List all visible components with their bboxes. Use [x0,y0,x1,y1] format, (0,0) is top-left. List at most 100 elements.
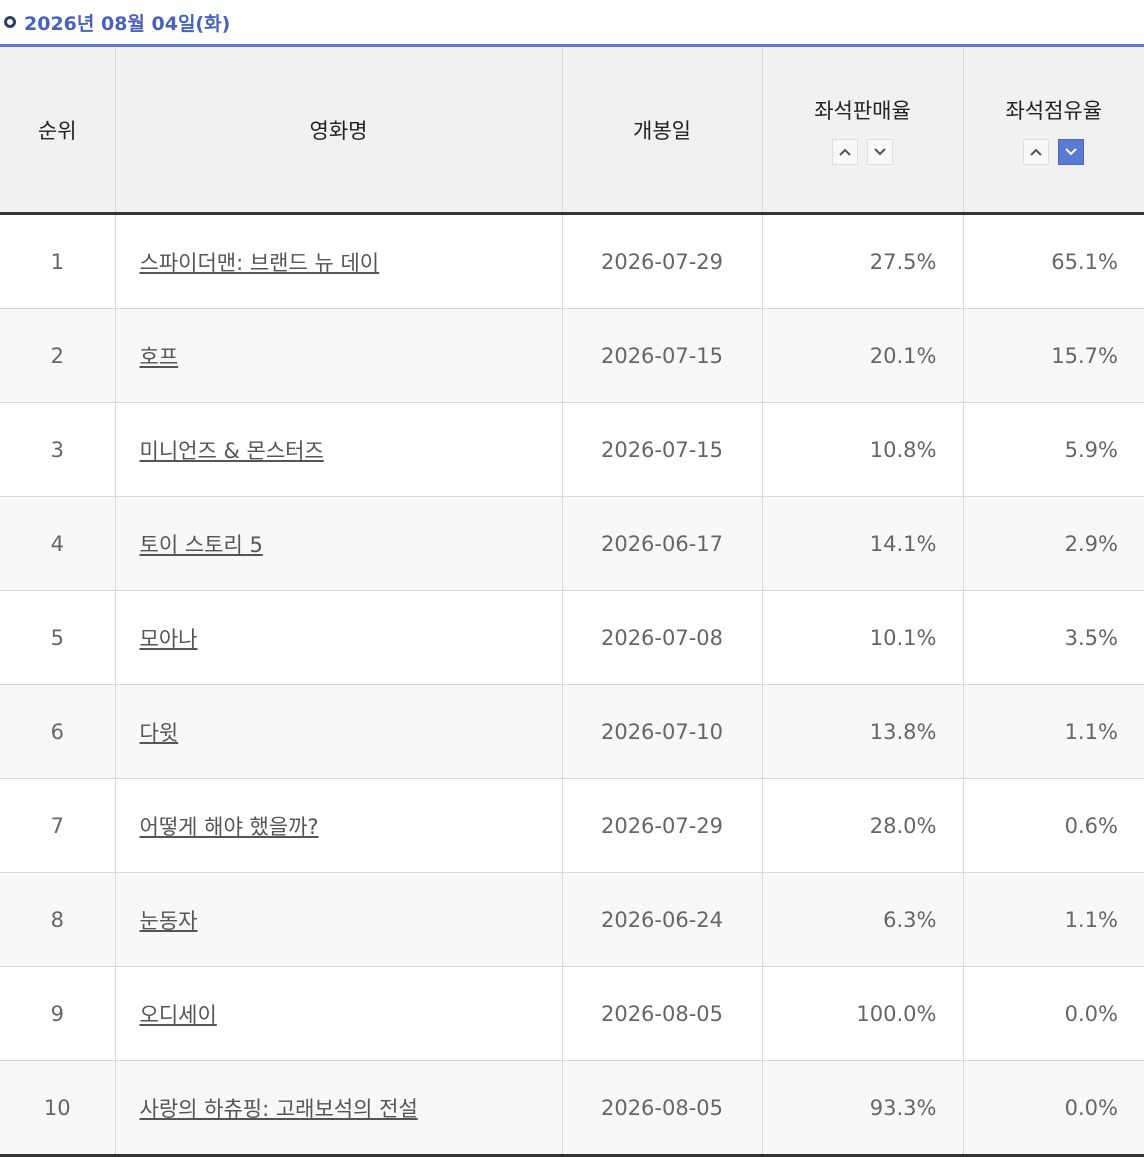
seat-share-rate: 0.6% [1064,813,1118,838]
cell: 미니언즈 & 몬스터즈 [114,402,562,497]
table-row: 1 스파이더맨: 브랜드 뉴 데이 2026-07-29 27.5% 65.1% [0,213,1144,309]
column-header: 좌석점유율 [962,45,1144,215]
cell: 1 [0,213,115,309]
cell: 8 [0,872,115,967]
movie-link[interactable]: 어떻게 해야 했을까? [139,814,319,839]
cell: 3 [0,402,115,497]
movie-link[interactable]: 눈동자 [139,908,198,933]
table-row: 2 호프 2026-07-15 20.1% 15.7% [0,308,1144,403]
release-date: 2026-07-08 [600,625,724,650]
column-header: 영화명 [114,45,562,215]
movie-link[interactable]: 토이 스토리 5 [139,532,263,557]
seat-sales-rate: 100.0% [856,1001,937,1026]
cell: 2026-07-15 [561,402,762,497]
rank: 2 [50,343,64,368]
cell: 2.9% [962,496,1144,591]
cell: 오디세이 [114,966,562,1061]
release-date: 2026-08-05 [600,1095,724,1120]
seat-share-rate: 1.1% [1064,907,1118,932]
column-header: 순위 [0,45,115,215]
cell: 100.0% [761,966,963,1061]
cell: 2026-06-17 [561,496,762,591]
release-date: 2026-07-10 [600,719,724,744]
movie-link[interactable]: 미니언즈 & 몬스터즈 [139,438,324,463]
seat-sales-rate: 14.1% [869,531,937,556]
cell: 27.5% [761,213,963,309]
cell: 어떻게 해야 했을까? [114,778,562,873]
seat-share-rate: 65.1% [1051,249,1118,274]
sort-asc[interactable] [1023,138,1050,165]
seat-sales-rate: 93.3% [869,1095,937,1120]
header-text: 순위 [37,118,77,143]
cell: 3.5% [962,590,1144,685]
seat-share-rate: 1.1% [1064,719,1118,744]
movie-link[interactable]: 스파이더맨: 브랜드 뉴 데이 [139,250,380,275]
cell: 2026-08-05 [561,1060,762,1156]
sort-buttons [764,138,962,165]
cell: 토이 스토리 5 [114,496,562,591]
movie-link[interactable]: 오디세이 [139,1002,217,1027]
movie-link[interactable]: 모아나 [139,626,198,651]
table-row: 6 다윗 2026-07-10 13.8% 1.1% [0,684,1144,779]
header-text: 좌석판매율 [814,98,911,123]
table-row: 10 사랑의 하츄핑: 고래보석의 전설 2026-08-05 93.3% 0.0% [0,1060,1144,1156]
table-row: 4 토이 스토리 5 2026-06-17 14.1% 2.9% [0,496,1144,591]
rank: 6 [50,719,64,744]
sort-desc[interactable] [867,138,893,165]
arrow-down [874,147,886,155]
seat-sales-rate: 27.5% [869,249,937,274]
cell: 눈동자 [114,872,562,967]
release-date: 2026-06-17 [600,531,724,556]
column-header: 개봉일 [561,45,762,215]
sort-asc[interactable] [832,138,858,165]
cell: 0.0% [962,966,1144,1061]
cell: 5.9% [962,402,1144,497]
cell: 6 [0,684,115,779]
sort-desc-active[interactable] [1058,138,1085,165]
seat-sales-rate: 10.8% [869,437,937,462]
rank: 4 [50,531,64,556]
cell: 사랑의 하츄핑: 고래보석의 전설 [114,1060,562,1156]
cell: 5 [0,590,115,685]
table-row: 9 오디세이 2026-08-05 100.0% 0.0% [0,966,1144,1061]
header-text: 개봉일 [633,118,691,143]
cell: 0.6% [962,778,1144,873]
cell: 4 [0,496,115,591]
cell: 10.1% [761,590,963,685]
release-date: 2026-07-15 [600,437,724,462]
seat-sales-rate: 10.1% [869,625,937,650]
cell: 2026-07-10 [561,684,762,779]
cell: 15.7% [962,308,1144,403]
cell: 28.0% [761,778,963,873]
movie-link[interactable]: 다윗 [139,720,179,745]
column-header: 좌석판매율 [761,45,963,215]
cell: 10.8% [761,402,963,497]
rank: 3 [50,437,64,462]
release-date: 2026-08-05 [600,1001,724,1026]
cell: 65.1% [962,213,1144,309]
table-row: 3 미니언즈 & 몬스터즈 2026-07-15 10.8% 5.9% [0,402,1144,497]
rank: 8 [50,907,64,932]
rank: 9 [50,1001,64,1026]
table-body: 1 스파이더맨: 브랜드 뉴 데이 2026-07-29 27.5% 65.1% 2 호프 2… [0,213,1144,1156]
rank: 5 [50,625,64,650]
release-date: 2026-07-29 [600,813,724,838]
cell: 2026-07-15 [561,308,762,403]
cell: 13.8% [761,684,963,779]
header-row: 순위 영화명 개봉일 좌석판매율 좌석점유율 [0,45,1144,215]
movie-link[interactable]: 호프 [139,344,179,369]
movie-link[interactable]: 사랑의 하츄핑: 고래보석의 전설 [139,1096,418,1121]
sort-buttons [965,138,1144,165]
header-text: 좌석점유율 [1005,98,1103,123]
cell: 2026-07-29 [561,213,762,309]
seat-sales-rate: 13.8% [869,719,937,744]
cell: 2026-07-29 [561,778,762,873]
seat-sales-rate: 20.1% [869,343,937,368]
rank: 10 [43,1095,71,1120]
seat-share-rate: 15.7% [1051,343,1118,368]
release-date: 2026-06-24 [600,907,724,932]
cell: 2026-08-05 [561,966,762,1061]
rank: 7 [50,813,64,838]
cell: 0.0% [962,1060,1144,1156]
